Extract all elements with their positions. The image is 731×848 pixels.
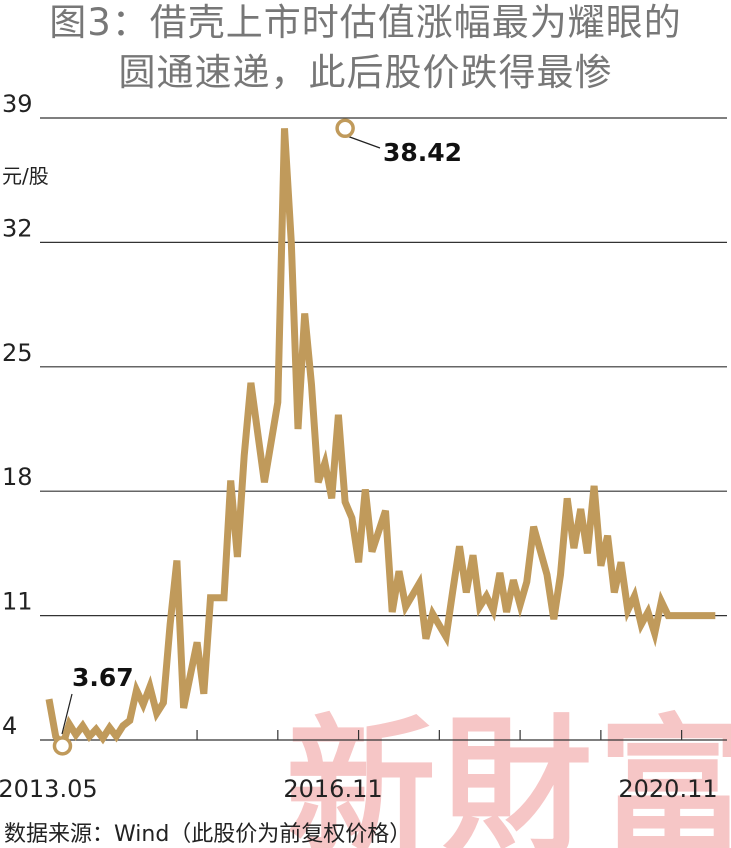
chart-title-line2: 圆通速递，此后股价跌得最惨 [118, 51, 613, 94]
annotation-marker [335, 118, 355, 139]
y-tick-label: 39 [2, 90, 33, 118]
source-note: 数据来源：Wind（此股价为前复权价格） [4, 822, 412, 847]
x-tick-label: 2016.11 [283, 775, 382, 803]
annotation-label: 38.42 [383, 138, 462, 167]
y-tick-label: 32 [2, 214, 33, 242]
x-tick-label: 2013.05 [0, 775, 98, 803]
annotation-leader [346, 135, 381, 149]
annotation-label: 3.67 [72, 663, 134, 692]
watermark-logo: 新財富 [286, 700, 731, 848]
y-tick-label: 18 [2, 463, 33, 491]
chart-title-line1: 图3：借壳上市时估值涨幅最为耀眼的 [49, 1, 682, 44]
y-tick-label: 25 [2, 339, 33, 367]
x-tick-label: 2020.11 [618, 775, 717, 803]
annotation-leader [61, 693, 73, 735]
y-axis-label: 元/股 [2, 164, 49, 188]
y-tick-label: 11 [2, 588, 33, 616]
annotation-marker [52, 736, 73, 756]
price-line [45, 128, 716, 754]
y-tick-label: 4 [2, 712, 17, 740]
